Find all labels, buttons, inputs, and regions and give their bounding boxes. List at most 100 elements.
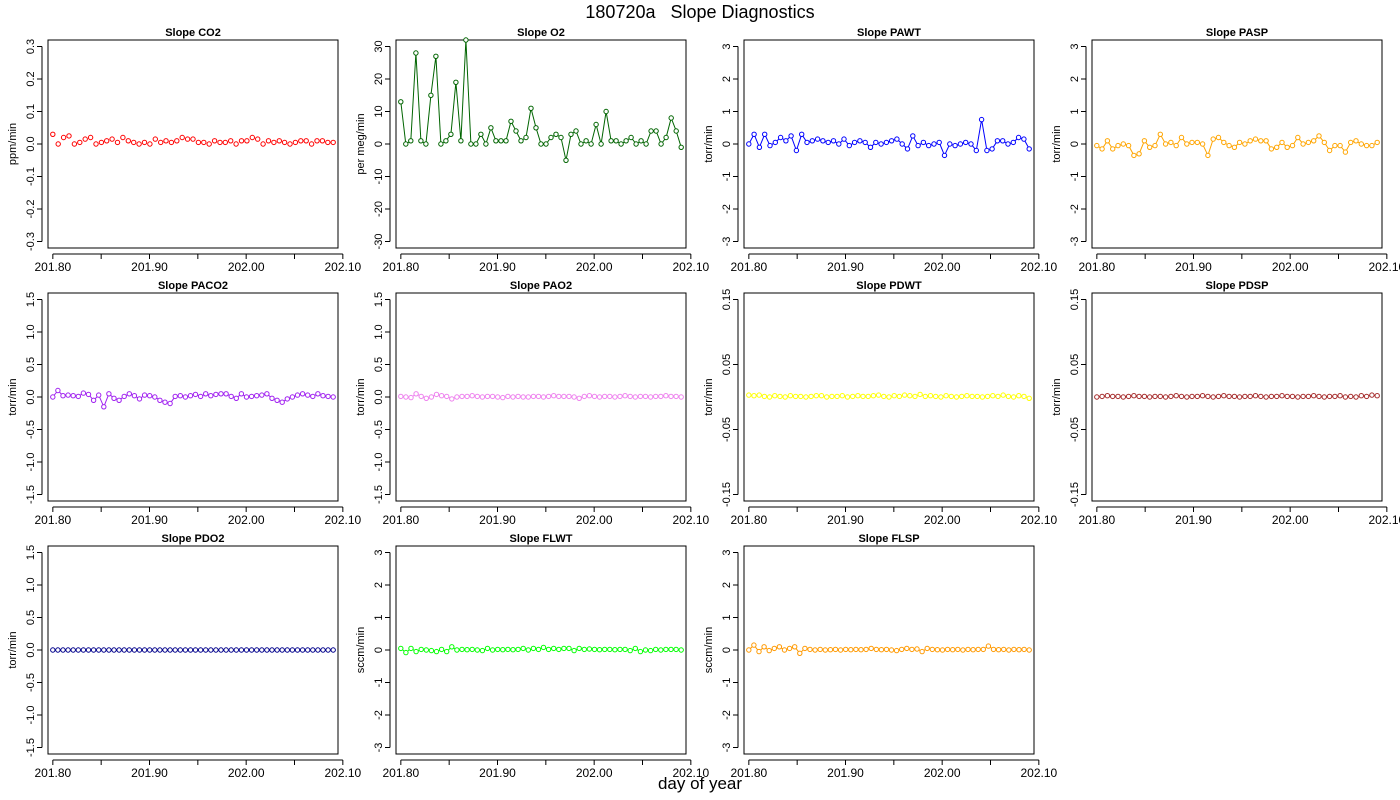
y-tick-label: -2 — [373, 710, 385, 720]
panel-8: Slope PDSP 201.80 201.90 202.00 202.10 -0.15 -… — [1051, 280, 1400, 527]
data-point — [1199, 141, 1206, 147]
data-point — [459, 646, 465, 653]
data-point — [637, 648, 644, 655]
data-point — [1332, 142, 1338, 149]
data-point — [929, 646, 935, 653]
x-tick-label: 201.80 — [730, 260, 767, 274]
data-point — [886, 394, 892, 400]
data-point — [535, 646, 542, 653]
x-tick-label: 201.90 — [1175, 260, 1212, 274]
data-point — [530, 645, 537, 652]
data-point — [530, 393, 537, 400]
data-point — [413, 391, 419, 397]
y-tick-label: 2 — [721, 76, 733, 82]
data-point — [162, 647, 168, 653]
data-point — [330, 394, 336, 400]
data-point — [203, 391, 209, 397]
data-point — [503, 138, 509, 144]
y-tick-label: 0.3 — [25, 39, 37, 54]
data-point — [468, 141, 474, 147]
y-tick-label: 1 — [373, 614, 385, 620]
data-point — [1157, 131, 1164, 138]
data-point — [642, 393, 649, 400]
data-point — [222, 139, 229, 146]
data-point — [238, 647, 245, 653]
data-point — [863, 646, 869, 653]
data-point — [106, 391, 112, 397]
plot-frame — [47, 292, 339, 502]
data-point — [860, 393, 866, 400]
y-tick-label: 2 — [1069, 76, 1081, 82]
data-point — [632, 394, 638, 400]
y-tick-label: -3 — [373, 743, 385, 753]
x-tick-label: 202.00 — [576, 513, 613, 527]
data-point — [206, 141, 212, 147]
data-point — [658, 141, 664, 147]
x-tick-label: 202.00 — [1272, 513, 1309, 527]
data-point — [1289, 142, 1296, 149]
data-point — [1016, 647, 1022, 653]
data-point — [612, 394, 618, 400]
data-point — [678, 144, 684, 151]
x-tick-label: 201.90 — [1175, 513, 1212, 527]
data-point — [1268, 393, 1275, 400]
data-point — [809, 138, 815, 144]
data-point — [648, 128, 654, 134]
data-point — [1152, 142, 1158, 149]
x-tick-label: 201.90 — [479, 513, 516, 527]
data-point — [513, 128, 519, 134]
data-point — [1210, 394, 1216, 400]
data-point — [315, 391, 321, 397]
data-point — [136, 396, 143, 402]
data-point — [827, 647, 834, 653]
data-point — [756, 648, 762, 655]
data-point — [298, 138, 304, 144]
data-point — [197, 647, 204, 653]
data-point — [581, 646, 587, 653]
data-point — [106, 647, 112, 653]
data-point — [1236, 139, 1243, 146]
plot-frame — [1091, 39, 1383, 249]
data-point — [888, 138, 895, 144]
data-point — [423, 141, 429, 147]
data-point — [228, 393, 234, 400]
data-point — [1110, 146, 1116, 152]
data-point — [325, 139, 331, 146]
y-tick-label: 1.5 — [25, 292, 37, 307]
data-point — [965, 646, 971, 653]
data-point — [525, 647, 531, 653]
data-point — [533, 125, 539, 131]
data-point — [294, 647, 301, 653]
data-point — [1274, 144, 1280, 151]
data-point — [403, 649, 409, 656]
data-point — [1141, 138, 1148, 144]
x-tick-label: 201.80 — [730, 766, 767, 780]
data-point — [1326, 147, 1333, 154]
data-point — [1194, 393, 1201, 400]
panel-title: Slope O2 — [517, 27, 565, 39]
data-point — [85, 647, 92, 653]
data-point — [1205, 152, 1211, 159]
data-point — [1125, 393, 1132, 400]
x-tick-label: 202.10 — [1020, 260, 1057, 274]
data-point — [55, 647, 61, 653]
data-point — [1295, 394, 1301, 400]
data-point — [602, 393, 608, 400]
data-point — [561, 393, 567, 400]
data-point — [1026, 647, 1032, 653]
data-point — [131, 139, 137, 146]
data-point — [867, 144, 874, 151]
data-point — [1305, 393, 1312, 400]
data-point — [668, 646, 674, 653]
y-tick-label: 0.5 — [373, 357, 385, 372]
data-point — [596, 394, 603, 400]
data-point — [844, 394, 851, 400]
data-point — [1021, 136, 1027, 142]
data-point — [259, 647, 265, 653]
data-point — [1021, 393, 1027, 400]
data-point — [888, 647, 895, 653]
y-tick-label: -0.5 — [25, 420, 37, 439]
data-point — [284, 396, 290, 402]
data-point — [980, 646, 986, 653]
